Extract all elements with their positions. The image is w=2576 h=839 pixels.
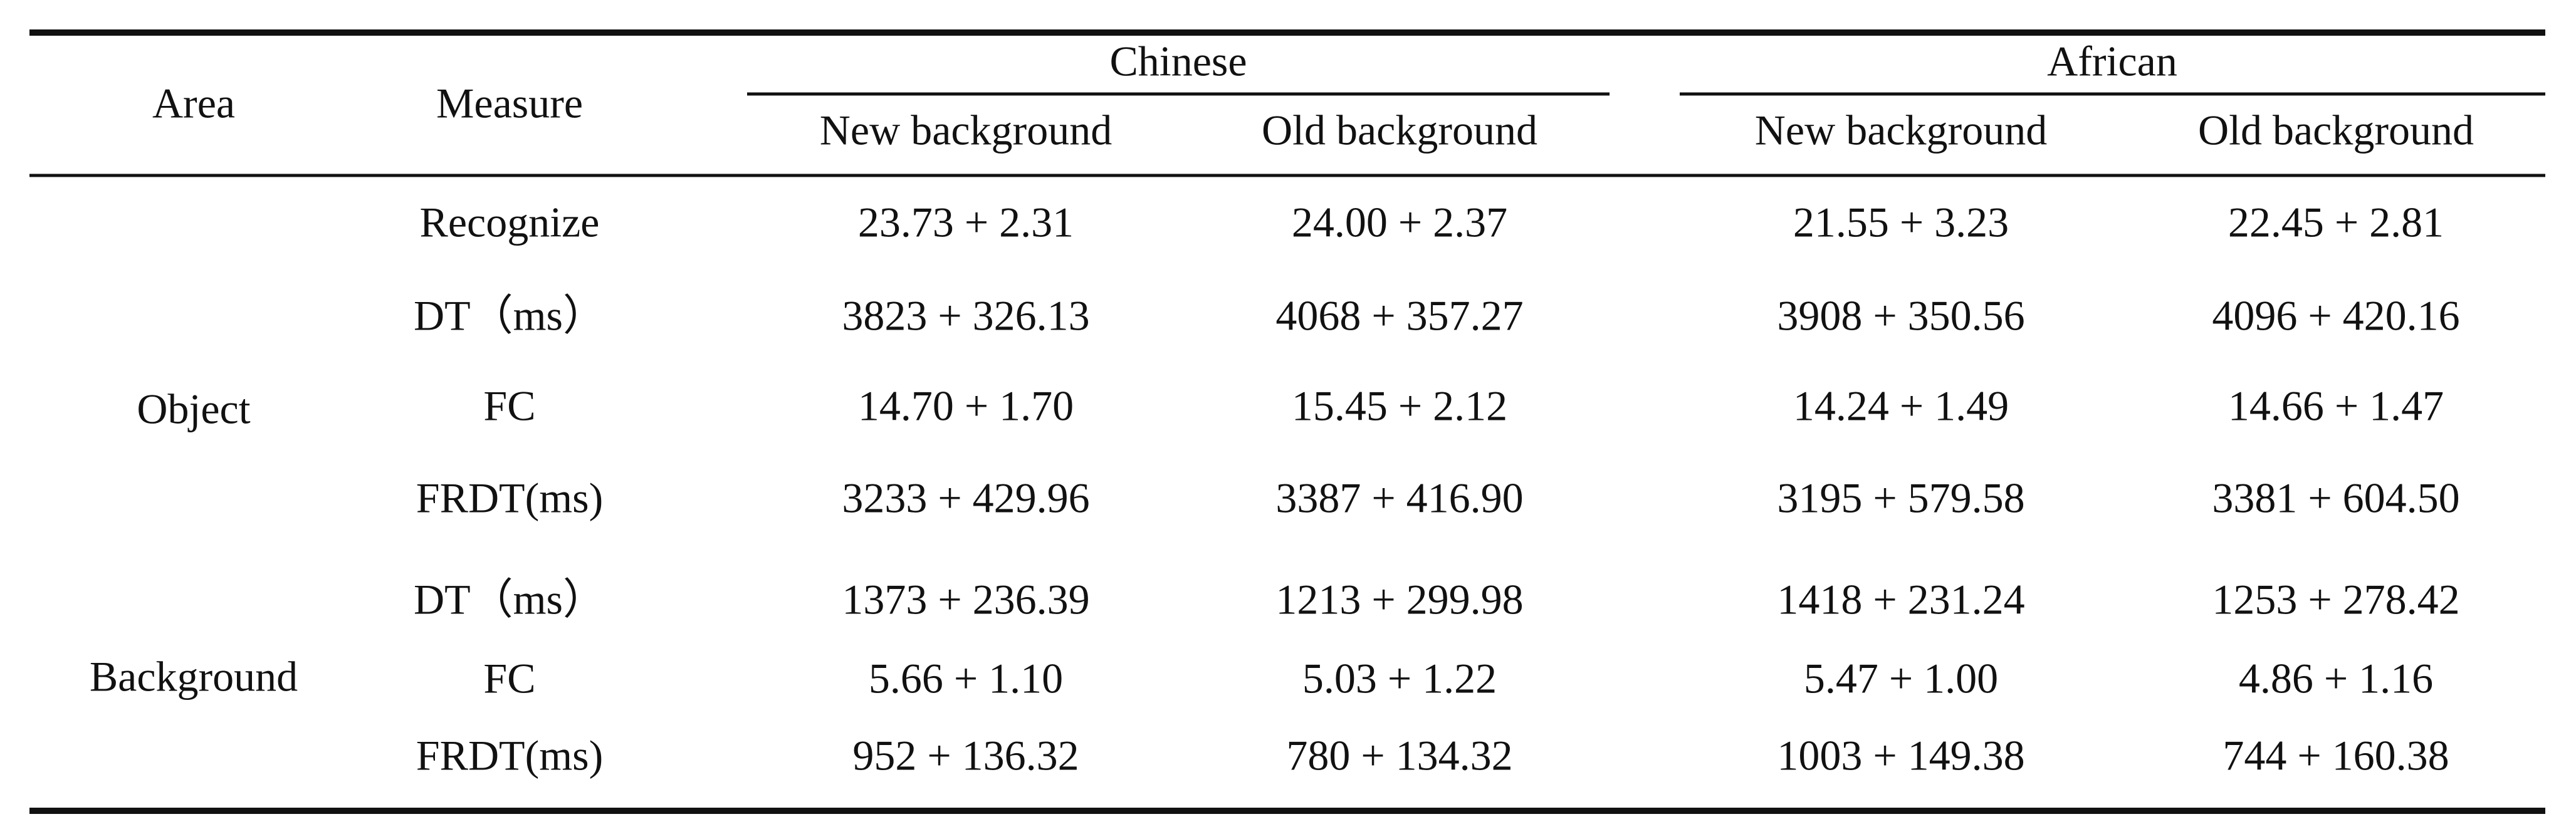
cell: 3387 + 416.90 [1275, 474, 1523, 522]
measure-label: FC [483, 655, 535, 702]
cell: 5.66 + 1.10 [869, 655, 1063, 702]
cell: 952 + 136.32 [852, 732, 1079, 779]
cell: 780 + 134.32 [1286, 732, 1512, 779]
cell: 14.24 + 1.49 [1793, 382, 2009, 430]
area-label: Object [137, 385, 250, 433]
cell: 1373 + 236.39 [842, 576, 1089, 623]
cell: 21.55 + 3.23 [1793, 199, 2009, 246]
column-header: New background [820, 107, 1112, 154]
area-label: Background [90, 653, 298, 701]
cell: 3195 + 579.58 [1777, 474, 2024, 522]
cell: 22.45 + 2.81 [2228, 199, 2444, 246]
cell: 4096 + 420.16 [2212, 292, 2459, 340]
cell: 24.00 + 2.37 [1292, 199, 1507, 246]
cell: 15.45 + 2.12 [1292, 382, 1507, 430]
cell: 1003 + 149.38 [1777, 732, 2024, 779]
measure-label: Recognize [420, 199, 600, 246]
cell: 3908 + 350.56 [1777, 292, 2024, 340]
column-header: New background [1755, 107, 2047, 154]
cell: 4068 + 357.27 [1275, 292, 1523, 340]
cell: 3381 + 604.50 [2212, 474, 2459, 522]
cell: 14.66 + 1.47 [2228, 382, 2444, 430]
group-header: African [2047, 38, 2177, 85]
cell: 23.73 + 2.31 [858, 199, 1074, 246]
measure-label: DT（ms） [414, 576, 605, 623]
header-measure: Measure [436, 80, 583, 127]
group-header: Chinese [1109, 38, 1247, 85]
cell: 3823 + 326.13 [842, 292, 1089, 340]
cell: 3233 + 429.96 [842, 474, 1089, 522]
cell: 5.03 + 1.22 [1302, 655, 1497, 702]
measure-label: DT（ms） [414, 292, 605, 340]
column-header: Old background [2198, 107, 2474, 154]
header-area: Area [152, 80, 235, 127]
cell: 744 + 160.38 [2223, 732, 2449, 779]
measure-label: FRDT(ms) [416, 474, 603, 522]
cell: 1253 + 278.42 [2212, 576, 2459, 623]
cell: 5.47 + 1.00 [1804, 655, 1998, 702]
cell: 14.70 + 1.70 [858, 382, 1074, 430]
column-header: Old background [1262, 107, 1537, 154]
cell: 1213 + 299.98 [1275, 576, 1523, 623]
measure-label: FC [483, 382, 535, 430]
cell: 1418 + 231.24 [1777, 576, 2024, 623]
measure-label: FRDT(ms) [416, 732, 603, 779]
cell: 4.86 + 1.16 [2239, 655, 2433, 702]
